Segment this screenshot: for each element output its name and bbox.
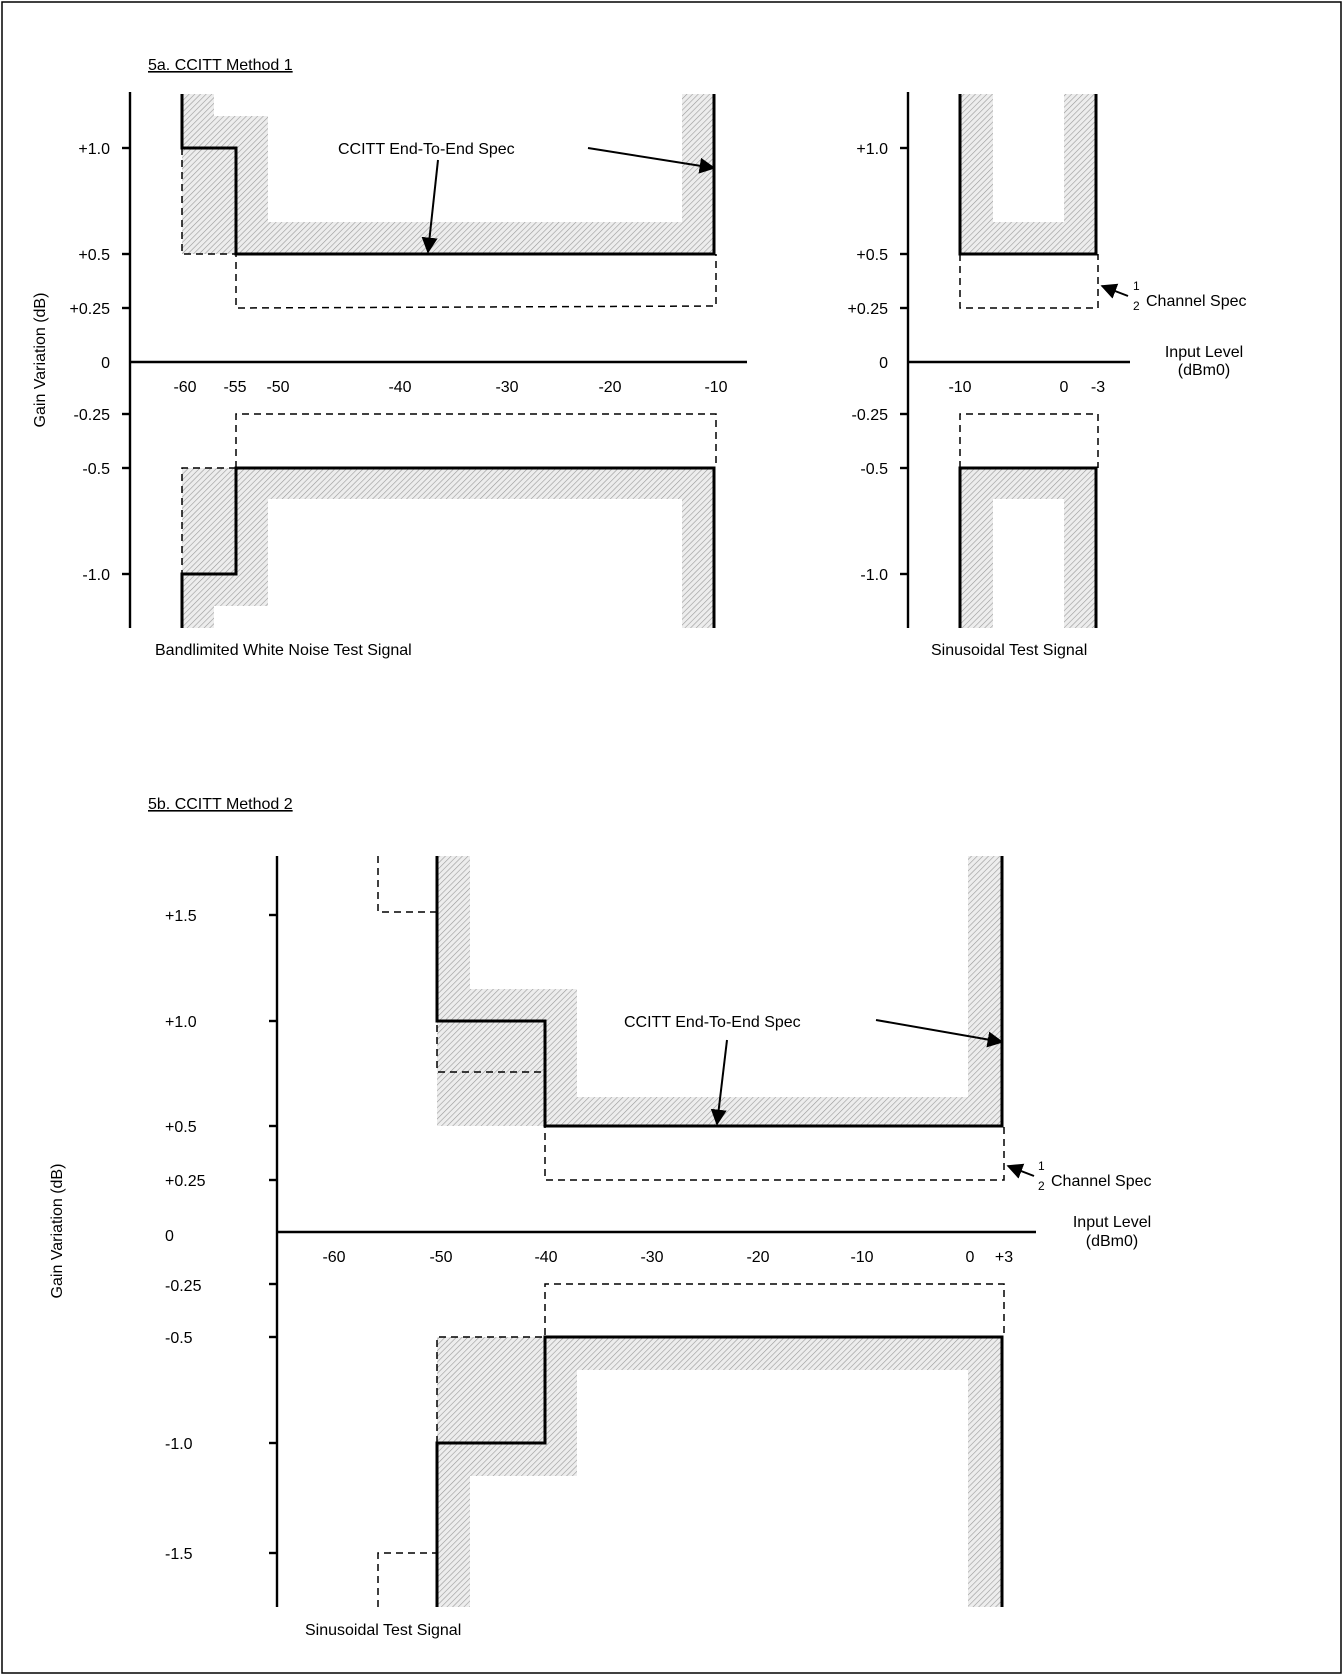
y-ticks-5b	[269, 913, 277, 1555]
y-ticks-5a-right	[900, 146, 908, 576]
e2e-spec-upper-5a	[180, 94, 716, 256]
panel-5a-right: +1.0 +0.5 +0.25 0 -0.25 -0.5 -1.0 -10 0 …	[848, 92, 1247, 659]
band-upper-5a	[182, 94, 714, 254]
half-channel-lower-5b	[377, 1283, 1005, 1607]
panel-5a-left: 5a. CCITT Method 1 +1.0 +0.5 +0.25 0 -0.…	[32, 57, 747, 659]
x-tick-label: -10	[704, 379, 727, 396]
y-ticks-5a	[122, 146, 130, 576]
half-channel-arrow-5b	[1006, 1163, 1035, 1179]
y-tick-label: -0.25	[165, 1278, 202, 1295]
e2e-spec-upper-5a-right	[958, 94, 1098, 256]
x-tick-label: -60	[322, 1249, 345, 1266]
annotation-prefix-top-5a: 1	[1133, 279, 1140, 293]
y-tick-label: -0.5	[860, 461, 888, 478]
e2e-arrow-right-5a	[587, 147, 716, 174]
signal-label-5b: Sinusoidal Test Signal	[305, 1622, 461, 1639]
y-tick-label: +1.0	[856, 141, 888, 158]
x-tick-label: -20	[746, 1249, 769, 1266]
x-tick-label: -30	[495, 379, 518, 396]
y-axis-label-5a: Gain Variation (dB)	[32, 293, 49, 428]
e2e-spec-lower-5a-right	[958, 466, 1098, 628]
y-tick-label: 0	[101, 355, 110, 372]
half-channel-lower-5a-right	[959, 413, 1099, 468]
y-tick-label: -1.0	[860, 567, 888, 584]
half-channel-upper-5a-right	[959, 254, 1099, 309]
y-tick-label: +0.5	[165, 1119, 197, 1136]
x-tick-label: 0	[1060, 379, 1069, 396]
e2e-spec-lower-5a	[180, 466, 716, 628]
e2e-spec-upper-5b	[435, 856, 1004, 1128]
x-tick-label: -60	[173, 379, 196, 396]
annotation-prefix-bottom-5a: 2	[1133, 299, 1140, 313]
e2e-annotation-5a: CCITT End-To-End Spec	[338, 141, 515, 158]
x-tick-label: -40	[388, 379, 411, 396]
x-axis-unit-5b: (dBm0)	[1086, 1233, 1138, 1250]
band-lower-5a	[182, 468, 714, 628]
y-tick-label: +0.25	[848, 301, 889, 318]
y-tick-label: -0.25	[852, 407, 889, 424]
y-tick-label: +1.5	[165, 908, 197, 925]
y-tick-label: 0	[165, 1228, 174, 1245]
x-tick-label: -30	[640, 1249, 663, 1266]
band-upper-5b	[437, 856, 1002, 1126]
y-tick-label: -1.0	[82, 567, 110, 584]
signal-label-5a-right: Sinusoidal Test Signal	[931, 642, 1087, 659]
x-axis-unit-5a: (dBm0)	[1178, 362, 1230, 379]
band-lower-5a-right	[960, 468, 1096, 628]
y-tick-label: +1.0	[165, 1014, 197, 1031]
y-tick-label: +1.0	[78, 141, 110, 158]
x-tick-label: -40	[534, 1249, 557, 1266]
half-channel-lower-5a	[181, 413, 717, 574]
chart-title-5a: 5a. CCITT Method 1	[148, 57, 293, 74]
panel-5b: 5b. CCITT Method 2 +1.5 +1.0 +0.5 +0.25 …	[49, 796, 1152, 1639]
x-axis-label-5b: Input Level	[1073, 1214, 1151, 1231]
annotation-prefix-bottom-5b: 2	[1038, 1179, 1045, 1193]
e2e-arrow-right-5b	[875, 1019, 1004, 1048]
signal-label-5a-left: Bandlimited White Noise Test Signal	[155, 642, 412, 659]
y-tick-label: -0.5	[82, 461, 110, 478]
y-tick-label: +0.5	[856, 247, 888, 264]
y-tick-label: +0.25	[165, 1173, 206, 1190]
half-channel-arrow-5a	[1100, 283, 1129, 299]
y-tick-label: -0.5	[165, 1330, 193, 1347]
channel-spec-annotation-5b: Channel Spec	[1051, 1173, 1152, 1190]
y-tick-label: +0.5	[78, 247, 110, 264]
y-axis-label-5b: Gain Variation (dB)	[49, 1164, 66, 1299]
x-tick-label: -50	[266, 379, 289, 396]
band-lower-5b	[437, 1337, 1002, 1607]
half-channel-upper-5b	[377, 856, 1005, 1181]
x-tick-label: 0	[966, 1249, 975, 1266]
y-tick-label: 0	[879, 355, 888, 372]
chart-title-5b: 5b. CCITT Method 2	[148, 796, 293, 813]
y-tick-label: +0.25	[70, 301, 111, 318]
y-tick-label: -1.0	[165, 1436, 193, 1453]
y-tick-label: -0.25	[74, 407, 111, 424]
x-tick-label: -55	[223, 379, 246, 396]
band-upper-5a-right	[960, 94, 1096, 254]
x-tick-label: -10	[850, 1249, 873, 1266]
e2e-annotation-5b: CCITT End-To-End Spec	[624, 1014, 801, 1031]
x-tick-label: -10	[948, 379, 971, 396]
e2e-arrow-down-5b	[710, 1039, 728, 1126]
channel-spec-annotation-5a: Channel Spec	[1146, 293, 1247, 310]
x-tick-label: -3	[1091, 379, 1105, 396]
x-tick-label: +3	[995, 1249, 1013, 1266]
x-tick-label: -50	[429, 1249, 452, 1266]
x-tick-label: -20	[598, 379, 621, 396]
half-channel-upper-5a	[181, 148, 717, 309]
e2e-spec-lower-5b	[435, 1335, 1004, 1607]
x-axis-label-5a: Input Level	[1165, 344, 1243, 361]
e2e-arrow-down-5a	[421, 159, 439, 254]
annotation-prefix-top-5b: 1	[1038, 1159, 1045, 1173]
y-tick-label: -1.5	[165, 1546, 193, 1563]
